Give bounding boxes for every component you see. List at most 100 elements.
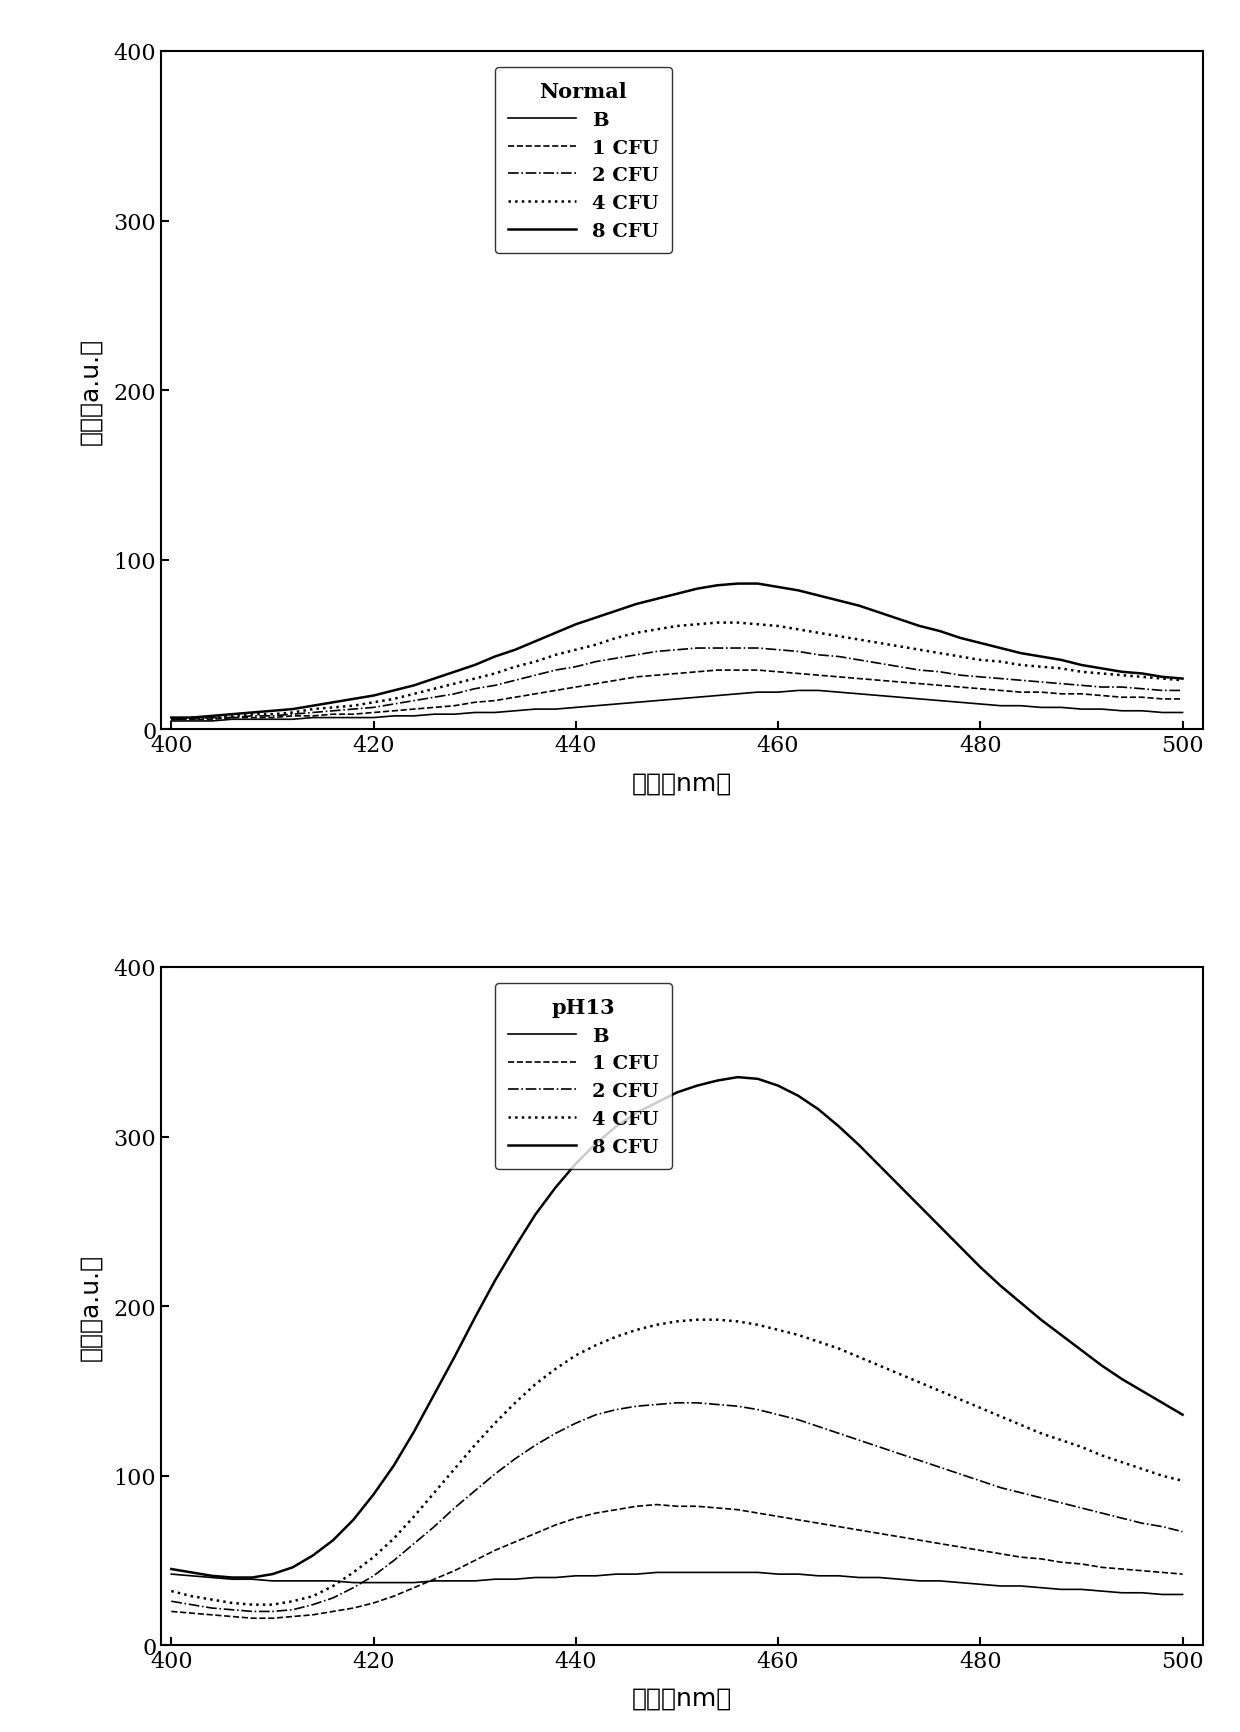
Line: 4 CFU: 4 CFU bbox=[171, 624, 1183, 721]
8 CFU bbox=[872, 1155, 887, 1176]
1 CFU bbox=[507, 1531, 522, 1552]
4 CFU bbox=[872, 1356, 887, 1377]
B bbox=[852, 1567, 867, 1588]
B bbox=[1135, 1583, 1149, 1604]
4 CFU bbox=[467, 669, 482, 689]
1 CFU bbox=[164, 710, 179, 731]
2 CFU bbox=[507, 1448, 522, 1469]
1 CFU bbox=[1176, 1564, 1190, 1585]
8 CFU bbox=[852, 596, 867, 617]
4 CFU bbox=[507, 1393, 522, 1413]
2 CFU bbox=[1176, 1521, 1190, 1541]
Y-axis label: 强度（a.u.）: 强度（a.u.） bbox=[78, 338, 103, 445]
4 CFU bbox=[1154, 1465, 1169, 1486]
2 CFU bbox=[487, 675, 502, 696]
1 CFU bbox=[1176, 689, 1190, 710]
8 CFU bbox=[164, 1559, 179, 1580]
8 CFU bbox=[932, 1216, 947, 1237]
B bbox=[791, 681, 806, 701]
2 CFU bbox=[164, 710, 179, 731]
8 CFU bbox=[1154, 1393, 1169, 1413]
1 CFU bbox=[711, 660, 725, 681]
2 CFU bbox=[1154, 681, 1169, 701]
B bbox=[1154, 1585, 1169, 1606]
1 CFU bbox=[913, 674, 928, 695]
4 CFU bbox=[932, 1380, 947, 1401]
B bbox=[913, 1571, 928, 1592]
8 CFU bbox=[164, 708, 179, 729]
X-axis label: 波长（nm）: 波长（nm） bbox=[632, 1687, 732, 1709]
4 CFU bbox=[407, 1507, 422, 1528]
4 CFU bbox=[1176, 1470, 1190, 1491]
8 CFU bbox=[407, 1422, 422, 1443]
8 CFU bbox=[467, 655, 482, 675]
8 CFU bbox=[224, 1567, 239, 1588]
2 CFU bbox=[872, 1436, 887, 1457]
8 CFU bbox=[387, 681, 402, 701]
1 CFU bbox=[164, 1600, 179, 1621]
2 CFU bbox=[913, 660, 928, 681]
Line: 1 CFU: 1 CFU bbox=[171, 670, 1183, 721]
B bbox=[650, 1562, 665, 1583]
2 CFU bbox=[932, 1457, 947, 1477]
Line: 1 CFU: 1 CFU bbox=[171, 1505, 1183, 1618]
1 CFU bbox=[467, 693, 482, 714]
2 CFU bbox=[387, 695, 402, 715]
2 CFU bbox=[407, 1533, 422, 1554]
4 CFU bbox=[913, 639, 928, 660]
Line: 8 CFU: 8 CFU bbox=[171, 1077, 1183, 1578]
1 CFU bbox=[650, 1495, 665, 1516]
1 CFU bbox=[1154, 689, 1169, 710]
Legend: B, 1 CFU, 2 CFU, 4 CFU, 8 CFU: B, 1 CFU, 2 CFU, 4 CFU, 8 CFU bbox=[495, 984, 672, 1169]
B bbox=[852, 684, 867, 705]
4 CFU bbox=[487, 663, 502, 684]
Line: 4 CFU: 4 CFU bbox=[171, 1320, 1183, 1606]
8 CFU bbox=[507, 1237, 522, 1257]
2 CFU bbox=[244, 1600, 259, 1621]
1 CFU bbox=[852, 669, 867, 689]
8 CFU bbox=[730, 573, 745, 594]
B bbox=[1176, 703, 1190, 724]
B bbox=[913, 689, 928, 710]
4 CFU bbox=[1176, 670, 1190, 691]
B bbox=[164, 1564, 179, 1585]
4 CFU bbox=[387, 689, 402, 710]
1 CFU bbox=[244, 1607, 259, 1628]
8 CFU bbox=[730, 1067, 745, 1088]
8 CFU bbox=[1176, 1405, 1190, 1425]
8 CFU bbox=[1176, 669, 1190, 689]
4 CFU bbox=[689, 1309, 704, 1330]
2 CFU bbox=[487, 1464, 502, 1484]
1 CFU bbox=[932, 1533, 947, 1554]
B bbox=[1154, 703, 1169, 724]
2 CFU bbox=[164, 1592, 179, 1612]
B bbox=[487, 703, 502, 724]
4 CFU bbox=[164, 710, 179, 731]
Line: 8 CFU: 8 CFU bbox=[171, 584, 1183, 719]
2 CFU bbox=[670, 1393, 684, 1413]
B bbox=[487, 1569, 502, 1590]
2 CFU bbox=[467, 679, 482, 700]
B bbox=[164, 712, 179, 733]
Line: 2 CFU: 2 CFU bbox=[171, 650, 1183, 721]
1 CFU bbox=[487, 691, 502, 712]
2 CFU bbox=[689, 639, 704, 660]
4 CFU bbox=[244, 1595, 259, 1616]
Line: B: B bbox=[171, 1573, 1183, 1595]
4 CFU bbox=[164, 1581, 179, 1602]
1 CFU bbox=[387, 701, 402, 722]
B bbox=[467, 1571, 482, 1592]
1 CFU bbox=[1154, 1562, 1169, 1583]
8 CFU bbox=[487, 646, 502, 667]
Line: B: B bbox=[171, 691, 1183, 722]
B bbox=[387, 707, 402, 727]
8 CFU bbox=[1154, 667, 1169, 688]
2 CFU bbox=[852, 650, 867, 670]
2 CFU bbox=[1154, 1516, 1169, 1536]
Legend: B, 1 CFU, 2 CFU, 4 CFU, 8 CFU: B, 1 CFU, 2 CFU, 4 CFU, 8 CFU bbox=[495, 69, 672, 255]
4 CFU bbox=[711, 613, 725, 634]
8 CFU bbox=[913, 617, 928, 637]
X-axis label: 波长（nm）: 波长（nm） bbox=[632, 771, 732, 795]
4 CFU bbox=[487, 1413, 502, 1434]
1 CFU bbox=[407, 1578, 422, 1599]
